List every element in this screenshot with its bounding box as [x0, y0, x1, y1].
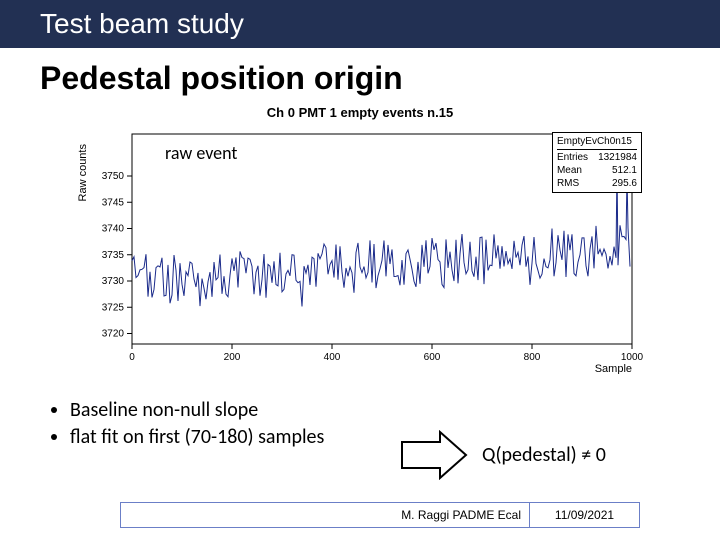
- footer-box: M. Raggi PADME Ecal 11/09/2021: [120, 502, 640, 528]
- footer-date: 11/09/2021: [529, 503, 639, 527]
- footer-author: M. Raggi PADME Ecal: [121, 503, 529, 527]
- svg-text:Sample: Sample: [595, 363, 632, 374]
- stats-name: EmptyEvCh0n15: [557, 135, 637, 150]
- svg-text:3745: 3745: [102, 197, 125, 208]
- chart-container: Ch 0 PMT 1 empty events n.15 0 200 400 600 8…: [70, 105, 650, 385]
- stats-rms: 295.6: [612, 177, 637, 190]
- bullet-item: Baseline non-null slope: [70, 397, 340, 424]
- svg-text:3740: 3740: [102, 224, 125, 235]
- stats-entries-label: Entries: [557, 151, 588, 164]
- raw-event-label: raw event: [165, 142, 237, 164]
- svg-text:200: 200: [224, 352, 241, 363]
- svg-text:600: 600: [424, 352, 441, 363]
- svg-text:800: 800: [524, 352, 541, 363]
- arrow-icon: [400, 430, 470, 480]
- bullets-list: Baseline non-null slope flat fit on firs…: [0, 385, 380, 451]
- bullet-item: flat fit on first (70-180) samples: [70, 424, 340, 451]
- stats-box: EmptyEvCh0n15 Entries 1321984 Mean 512.1 R…: [552, 132, 642, 193]
- svg-text:Raw counts: Raw counts: [77, 144, 89, 202]
- svg-text:400: 400: [324, 352, 341, 363]
- svg-text:3725: 3725: [102, 302, 125, 313]
- svg-text:3720: 3720: [102, 329, 125, 340]
- slide-title: Pedestal position origin: [0, 48, 720, 105]
- svg-text:3730: 3730: [102, 276, 125, 287]
- stats-rms-label: RMS: [557, 177, 579, 190]
- svg-text:1000: 1000: [621, 352, 644, 363]
- plot-area: 0 200 400 600 800 1000 3720 3725 3730 3735 3740 374…: [70, 124, 650, 374]
- svg-text:0: 0: [129, 352, 135, 363]
- header-title: Test beam study: [40, 8, 244, 39]
- chart-title: Ch 0 PMT 1 empty events n.15: [70, 105, 650, 120]
- svg-text:3750: 3750: [102, 171, 125, 182]
- header-bar: Test beam study: [0, 0, 720, 48]
- stats-entries: 1321984: [598, 151, 637, 164]
- svg-text:3735: 3735: [102, 250, 125, 261]
- q-pedestal-text: Q(pedestal) ≠ 0: [482, 443, 606, 467]
- stats-mean-label: Mean: [557, 164, 582, 177]
- arrow-and-q: Q(pedestal) ≠ 0: [400, 430, 606, 480]
- stats-mean: 512.1: [612, 164, 637, 177]
